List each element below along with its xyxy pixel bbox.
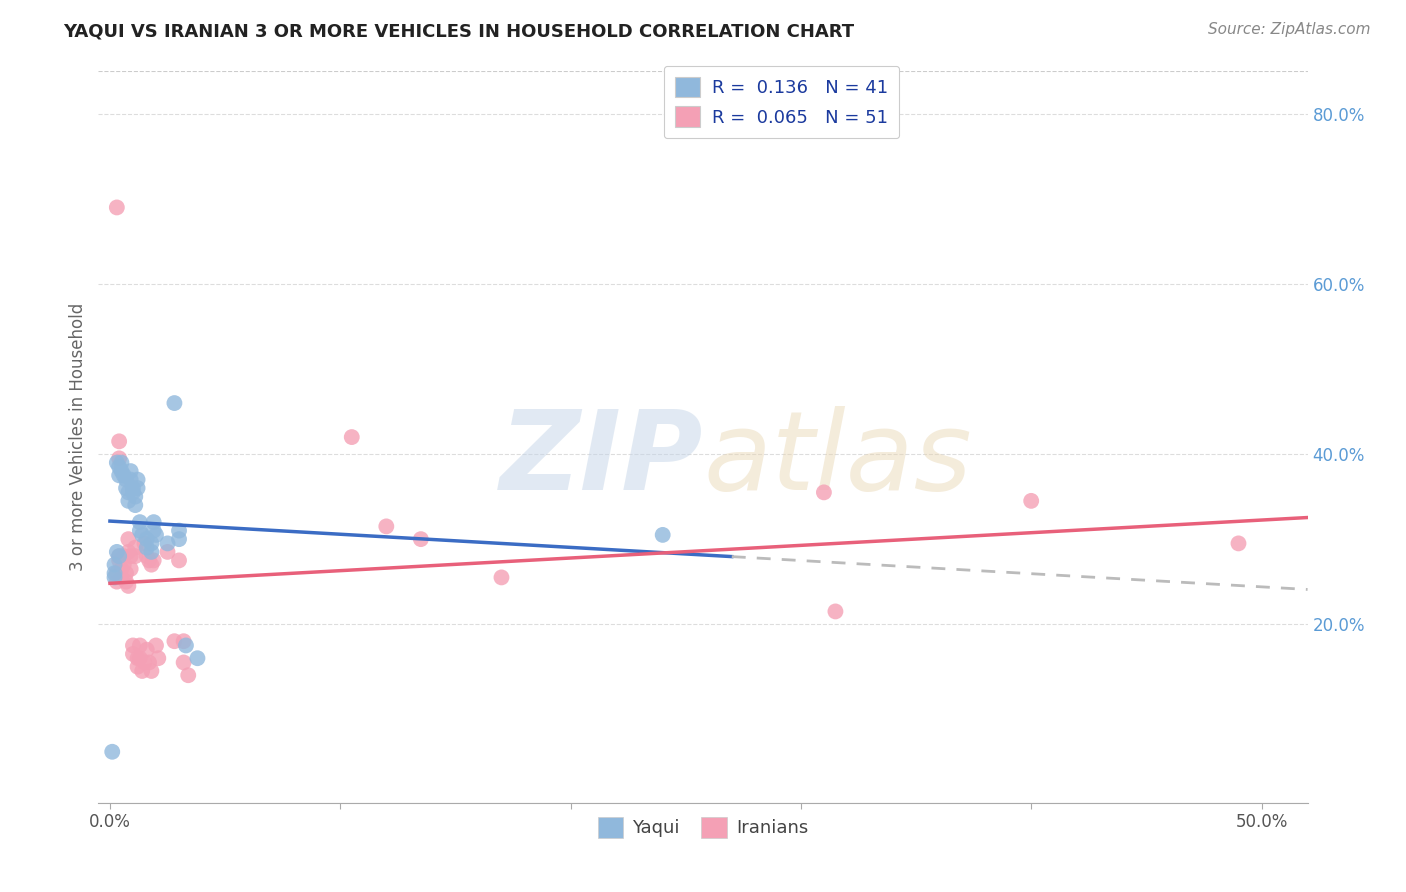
Point [173,634,195,648]
Point [108,459,131,474]
Point [128,515,150,529]
Point [115,566,138,581]
Point [156,545,179,559]
Point [135,642,157,657]
Point [491,570,513,584]
Point [120,562,142,576]
Point [108,549,131,563]
Point [177,668,200,682]
Point [134,656,156,670]
Point [138,656,160,670]
Point [105,201,128,215]
Point [120,464,142,478]
Point [824,604,846,618]
Point [124,541,146,555]
Point [108,451,131,466]
Point [101,745,124,759]
Point [142,524,165,538]
Point [105,574,128,589]
Point [108,553,131,567]
Point [131,664,153,678]
Point [163,634,186,648]
Point [117,485,139,500]
Point [128,639,150,653]
Point [117,579,139,593]
Point [142,553,165,567]
Point [127,659,149,673]
Point [124,498,146,512]
Text: Source: ZipAtlas.com: Source: ZipAtlas.com [1208,22,1371,37]
Point [112,549,135,563]
Point [122,481,145,495]
Point [110,562,132,576]
Point [127,481,149,495]
Legend: Yaqui, Iranians: Yaqui, Iranians [591,810,815,845]
Point [108,468,131,483]
Point [651,528,673,542]
Text: YAQUI VS IRANIAN 3 OR MORE VEHICLES IN HOUSEHOLD CORRELATION CHART: YAQUI VS IRANIAN 3 OR MORE VEHICLES IN H… [63,22,855,40]
Point [142,515,165,529]
Point [117,545,139,559]
Point [141,545,163,559]
Point [145,528,167,542]
Point [115,473,138,487]
Point [103,566,125,581]
Point [135,541,157,555]
Point [128,651,150,665]
Point [117,532,139,546]
Point [122,647,145,661]
Point [134,536,156,550]
Point [105,566,128,581]
Point [112,468,135,483]
Point [167,532,190,546]
Point [117,494,139,508]
Text: ZIP: ZIP [499,406,703,513]
Point [120,473,142,487]
Text: atlas: atlas [703,406,972,513]
Point [127,651,149,665]
Point [124,549,146,563]
Point [813,485,835,500]
Point [120,549,142,563]
Point [103,558,125,572]
Point [138,553,160,567]
Point [105,545,128,559]
Point [156,536,179,550]
Point [1227,536,1250,550]
Point [110,456,132,470]
Point [127,473,149,487]
Point [141,664,163,678]
Point [110,570,132,584]
Point [115,574,138,589]
Point [135,549,157,563]
Point [340,430,363,444]
Point [186,651,208,665]
Point [148,651,170,665]
Point [163,396,186,410]
Point [173,656,195,670]
Point [124,490,146,504]
Point [115,481,138,495]
Point [141,558,163,572]
Point [103,570,125,584]
Point [141,536,163,550]
Point [167,553,190,567]
Point [108,434,131,449]
Point [105,456,128,470]
Point [1019,494,1042,508]
Point [375,519,398,533]
Point [112,558,135,572]
Point [110,464,132,478]
Point [167,524,190,538]
Point [122,485,145,500]
Point [409,532,432,546]
Point [131,528,153,542]
Point [145,639,167,653]
Point [108,549,131,563]
Point [128,524,150,538]
Point [122,639,145,653]
Point [135,532,157,546]
Point [174,639,197,653]
Y-axis label: 3 or more Vehicles in Household: 3 or more Vehicles in Household [69,303,87,571]
